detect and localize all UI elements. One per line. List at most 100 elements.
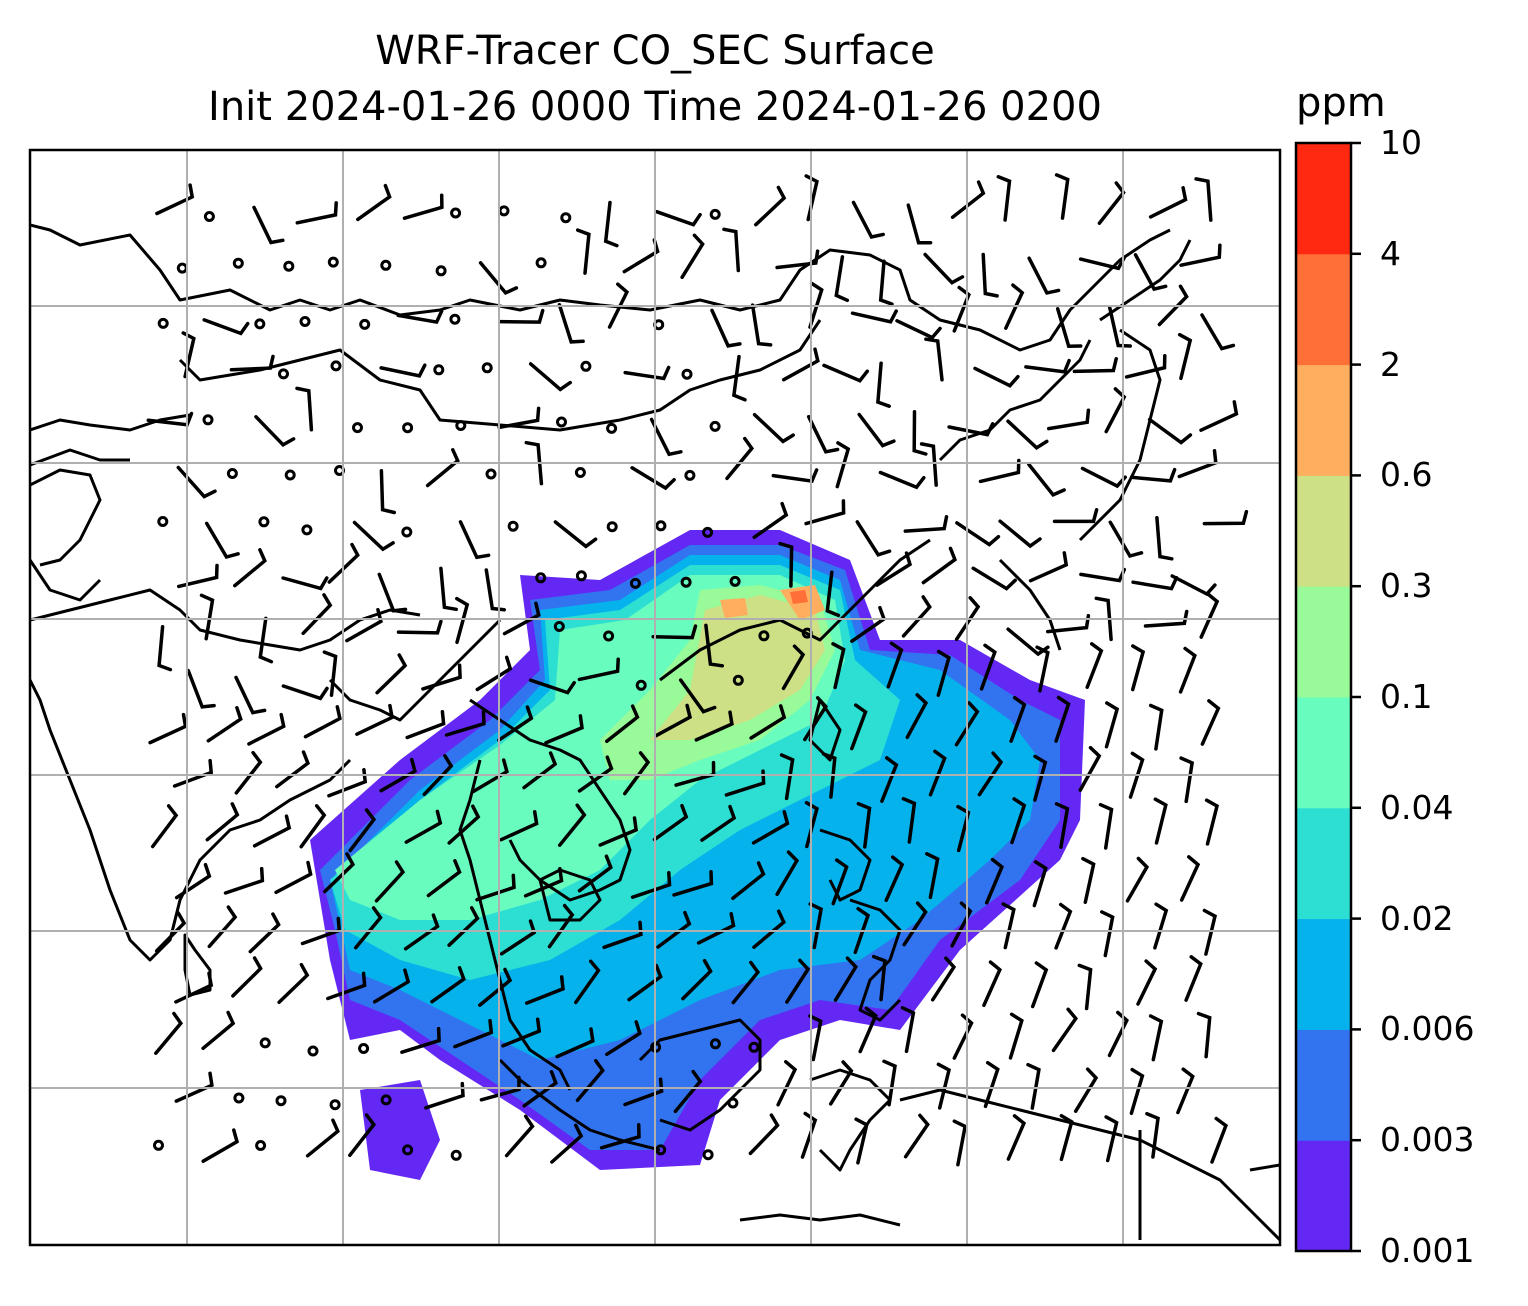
wind-barb: [749, 704, 787, 740]
colorbar-tick-label: 0.1: [1380, 677, 1433, 716]
wind-barb: [752, 909, 786, 949]
calm-wind-marker: [498, 205, 510, 217]
wind-barb: [379, 469, 397, 515]
calm-wind-marker: [556, 416, 567, 428]
wind-barb: [1006, 1114, 1027, 1161]
plot-frame: [28, 148, 1282, 1247]
calm-wind-marker: [450, 207, 462, 219]
wind-barb: [377, 572, 408, 613]
calm-wind-marker: [233, 1092, 245, 1104]
wind-barb: [479, 1075, 521, 1102]
wind-barb: [557, 803, 587, 847]
wind-barb: [1179, 756, 1195, 804]
wind-barb: [356, 183, 392, 222]
wind-barb: [1104, 701, 1120, 749]
wind-barb: [607, 282, 630, 329]
wind-barb: [348, 808, 377, 853]
wind-barb: [1032, 860, 1048, 908]
colorbar-tick-label: 4: [1380, 233, 1401, 273]
wind-barb: [233, 548, 267, 588]
colorbar-tick-label: 0.02: [1380, 898, 1454, 938]
wind-barb: [557, 302, 585, 344]
wind-barb: [430, 966, 466, 1004]
wind-barb: [379, 757, 417, 793]
wind-barb: [808, 902, 824, 950]
wind-barb: [622, 238, 660, 274]
wind-barb: [172, 758, 214, 788]
wind-barb: [1052, 508, 1099, 524]
wind-barb: [326, 971, 367, 1001]
wind-barb: [1202, 908, 1218, 956]
wind-barb: [577, 854, 613, 893]
wind-barb: [603, 200, 619, 248]
calm-wind-marker: [553, 621, 565, 632]
wind-barb: [497, 406, 541, 430]
wind-barb: [422, 754, 454, 797]
wind-barb: [1130, 644, 1146, 692]
wind-barb: [1155, 515, 1174, 561]
wind-barb: [1129, 1067, 1145, 1116]
calm-wind-marker: [259, 1037, 271, 1049]
wind-barb: [731, 354, 747, 402]
wind-barb: [623, 365, 671, 381]
calm-wind-marker: [157, 516, 169, 527]
wind-barb: [602, 920, 643, 950]
wind-barb: [501, 1017, 542, 1048]
wind-barb: [234, 750, 263, 795]
wind-barb: [599, 1123, 641, 1150]
wind-barb: [1131, 575, 1179, 591]
wind-barb: [1124, 354, 1167, 379]
calm-wind-marker: [655, 520, 667, 532]
wind-barb: [455, 596, 470, 645]
wind-barb: [984, 857, 1005, 905]
wind-barb: [206, 706, 243, 743]
wind-barb: [998, 519, 1042, 549]
calm-wind-marker: [655, 1144, 667, 1156]
calm-wind-marker: [401, 526, 413, 538]
wind-barb: [1153, 902, 1169, 950]
wind-barb: [776, 1060, 798, 1107]
wind-barb: [396, 309, 444, 325]
wind-barb: [731, 861, 766, 901]
wind-barb: [555, 1027, 595, 1059]
wind-barb: [231, 956, 263, 998]
wind-barb: [1196, 1011, 1212, 1059]
wind-barb: [322, 650, 338, 697]
wind-barb: [1051, 1007, 1079, 1053]
wind-barb: [781, 644, 806, 691]
wind-barb: [752, 412, 795, 444]
wind-barb: [524, 975, 565, 1005]
wind-barb: [928, 749, 947, 797]
wind-barb: [204, 521, 240, 560]
wind-barb: [405, 709, 446, 740]
wind-barb: [447, 804, 481, 845]
wind-barb: [895, 319, 942, 340]
wind-barb: [1143, 609, 1189, 628]
wind-barb: [748, 1113, 780, 1156]
wind-barb: [833, 956, 858, 1002]
wind-barb: [950, 180, 986, 220]
wind-barb: [905, 693, 929, 740]
wind-barb: [1136, 959, 1158, 1006]
wind-barb: [1177, 332, 1193, 381]
wind-barb: [1200, 699, 1221, 746]
wind-barb: [258, 616, 274, 664]
wind-barb: [577, 755, 614, 793]
wind-barb: [1009, 695, 1027, 743]
wind-barb: [1006, 419, 1049, 450]
wind-barb: [1054, 173, 1070, 220]
wind-barb: [919, 442, 938, 487]
colorbar-tick-label: 0.04: [1380, 787, 1454, 827]
wind-barb: [834, 255, 850, 303]
wind-barb: [936, 649, 951, 697]
wind-barb: [176, 563, 219, 589]
calm-wind-marker: [560, 212, 572, 224]
wind-barb: [475, 655, 513, 692]
wind-barb: [275, 750, 311, 789]
wind-barb: [672, 869, 714, 897]
colorbar: [1296, 141, 1361, 1253]
wind-barb: [1210, 1116, 1229, 1164]
wind-barb: [808, 1014, 823, 1062]
wind-barb: [901, 797, 917, 844]
wind-barb: [421, 663, 462, 691]
